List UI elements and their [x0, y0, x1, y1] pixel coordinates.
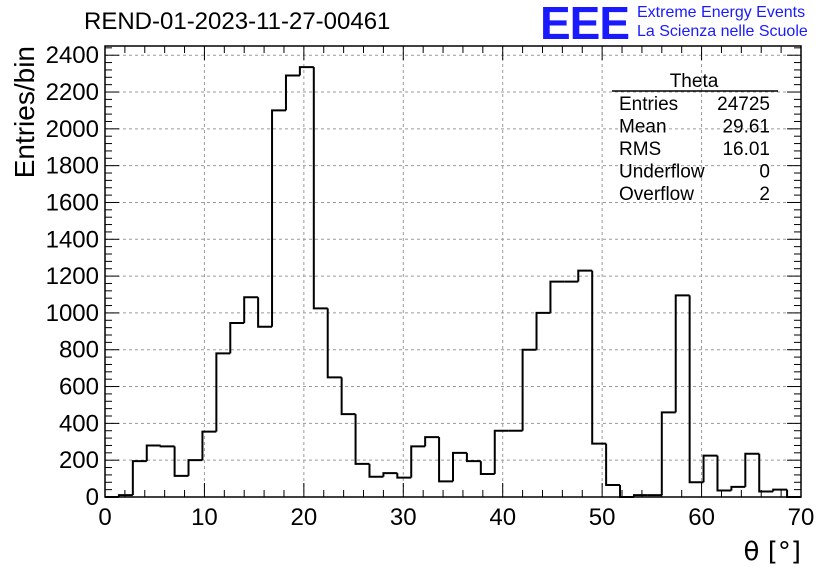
histogram-bin — [410, 445, 426, 478]
x-tick-label: 60 — [688, 504, 715, 531]
stats-label: Mean — [619, 117, 667, 138]
histogram-bin — [605, 443, 621, 487]
stats-label: RMS — [619, 139, 661, 160]
stats-label: Overflow — [619, 184, 694, 205]
plot-title: REND-01-2023-11-27-00461 — [84, 8, 391, 35]
histogram-bin — [549, 280, 565, 313]
histogram-bin — [145, 444, 161, 462]
histogram-bin — [744, 452, 760, 487]
histogram-bin — [786, 489, 801, 498]
y-tick-label: 1400 — [46, 226, 99, 253]
histogram-bin — [716, 455, 732, 492]
histogram-bin — [465, 452, 481, 463]
histogram-bin — [271, 109, 286, 327]
histogram-bin — [758, 453, 774, 493]
stats-value: 0 — [759, 162, 770, 183]
histogram-bin — [674, 294, 690, 413]
y-axis-label: Entries/bin — [9, 46, 40, 178]
histogram-bin — [688, 295, 704, 484]
histogram-bin — [730, 485, 746, 491]
histogram-bin — [159, 445, 175, 448]
x-tick-label: 50 — [589, 504, 616, 531]
histogram-bin — [131, 460, 147, 496]
x-tick-label: 10 — [191, 504, 218, 531]
histogram-bin — [312, 67, 328, 310]
y-tick-label: 200 — [59, 447, 99, 474]
y-tick-label: 400 — [59, 410, 99, 437]
histogram-bin — [772, 488, 788, 492]
histogram-bin — [173, 446, 189, 477]
logo-caption-line1: Extreme Energy Events — [637, 4, 806, 21]
histogram-bin — [452, 451, 467, 482]
stats-value: 2 — [759, 184, 770, 205]
histogram-bin — [229, 322, 245, 354]
y-tick-label: 1600 — [46, 189, 99, 216]
histogram-bin — [368, 463, 384, 478]
eee-logo: EEE — [540, 0, 630, 49]
histogram-bin — [201, 430, 217, 461]
histogram-bin — [535, 311, 551, 350]
y-tick-label: 1800 — [46, 153, 99, 180]
x-tick-label: 70 — [788, 504, 815, 531]
y-tick-label: 2000 — [46, 116, 99, 143]
y-tick-label: 1200 — [46, 263, 99, 290]
histogram-bin — [438, 437, 453, 483]
y-tick-label: 800 — [59, 337, 99, 364]
x-axis-label: θ [°] — [744, 537, 801, 567]
histogram-bin — [396, 473, 412, 479]
histogram-bin — [479, 461, 495, 475]
histogram-bin — [257, 297, 273, 328]
logo-caption-line2: La Scienza nelle Scuole — [637, 23, 808, 40]
histogram-bin — [243, 296, 259, 324]
histogram-bin — [326, 308, 342, 379]
histogram-bin — [577, 269, 593, 282]
stats-label: Underflow — [619, 162, 705, 183]
histogram-bin — [284, 74, 300, 111]
plot-frame — [104, 45, 802, 498]
y-tick-label: 2200 — [46, 79, 99, 106]
histogram-bin — [340, 377, 356, 416]
histogram-bin — [298, 66, 314, 76]
x-tick-label: 40 — [489, 504, 516, 531]
histogram-bin — [215, 352, 231, 432]
histogram-bin — [187, 459, 203, 476]
stats-label: Entries — [619, 94, 678, 115]
x-tick-label: 20 — [291, 504, 318, 531]
histogram-bin — [493, 429, 509, 474]
histogram-bin — [382, 472, 398, 477]
histogram-bin — [591, 270, 607, 445]
histogram-bin — [702, 454, 718, 483]
y-tick-label: 2400 — [46, 42, 99, 69]
y-tick-label: 600 — [59, 374, 99, 401]
stats-value: 16.01 — [722, 139, 770, 160]
histogram-bin — [354, 414, 370, 465]
stats-value: 24725 — [717, 94, 770, 115]
logo-caption: Extreme Energy Events La Scienza nelle S… — [637, 3, 808, 41]
histogram-bin — [660, 411, 676, 496]
histogram-bin — [424, 436, 440, 447]
x-tick-label: 30 — [390, 504, 417, 531]
y-tick-label: 1000 — [46, 300, 99, 327]
stats-value: 29.61 — [722, 117, 770, 138]
x-tick-label: 0 — [98, 504, 111, 531]
y-tick-label: 0 — [86, 484, 99, 511]
histogram-bin — [521, 348, 537, 431]
stats-title: Theta — [670, 71, 719, 92]
